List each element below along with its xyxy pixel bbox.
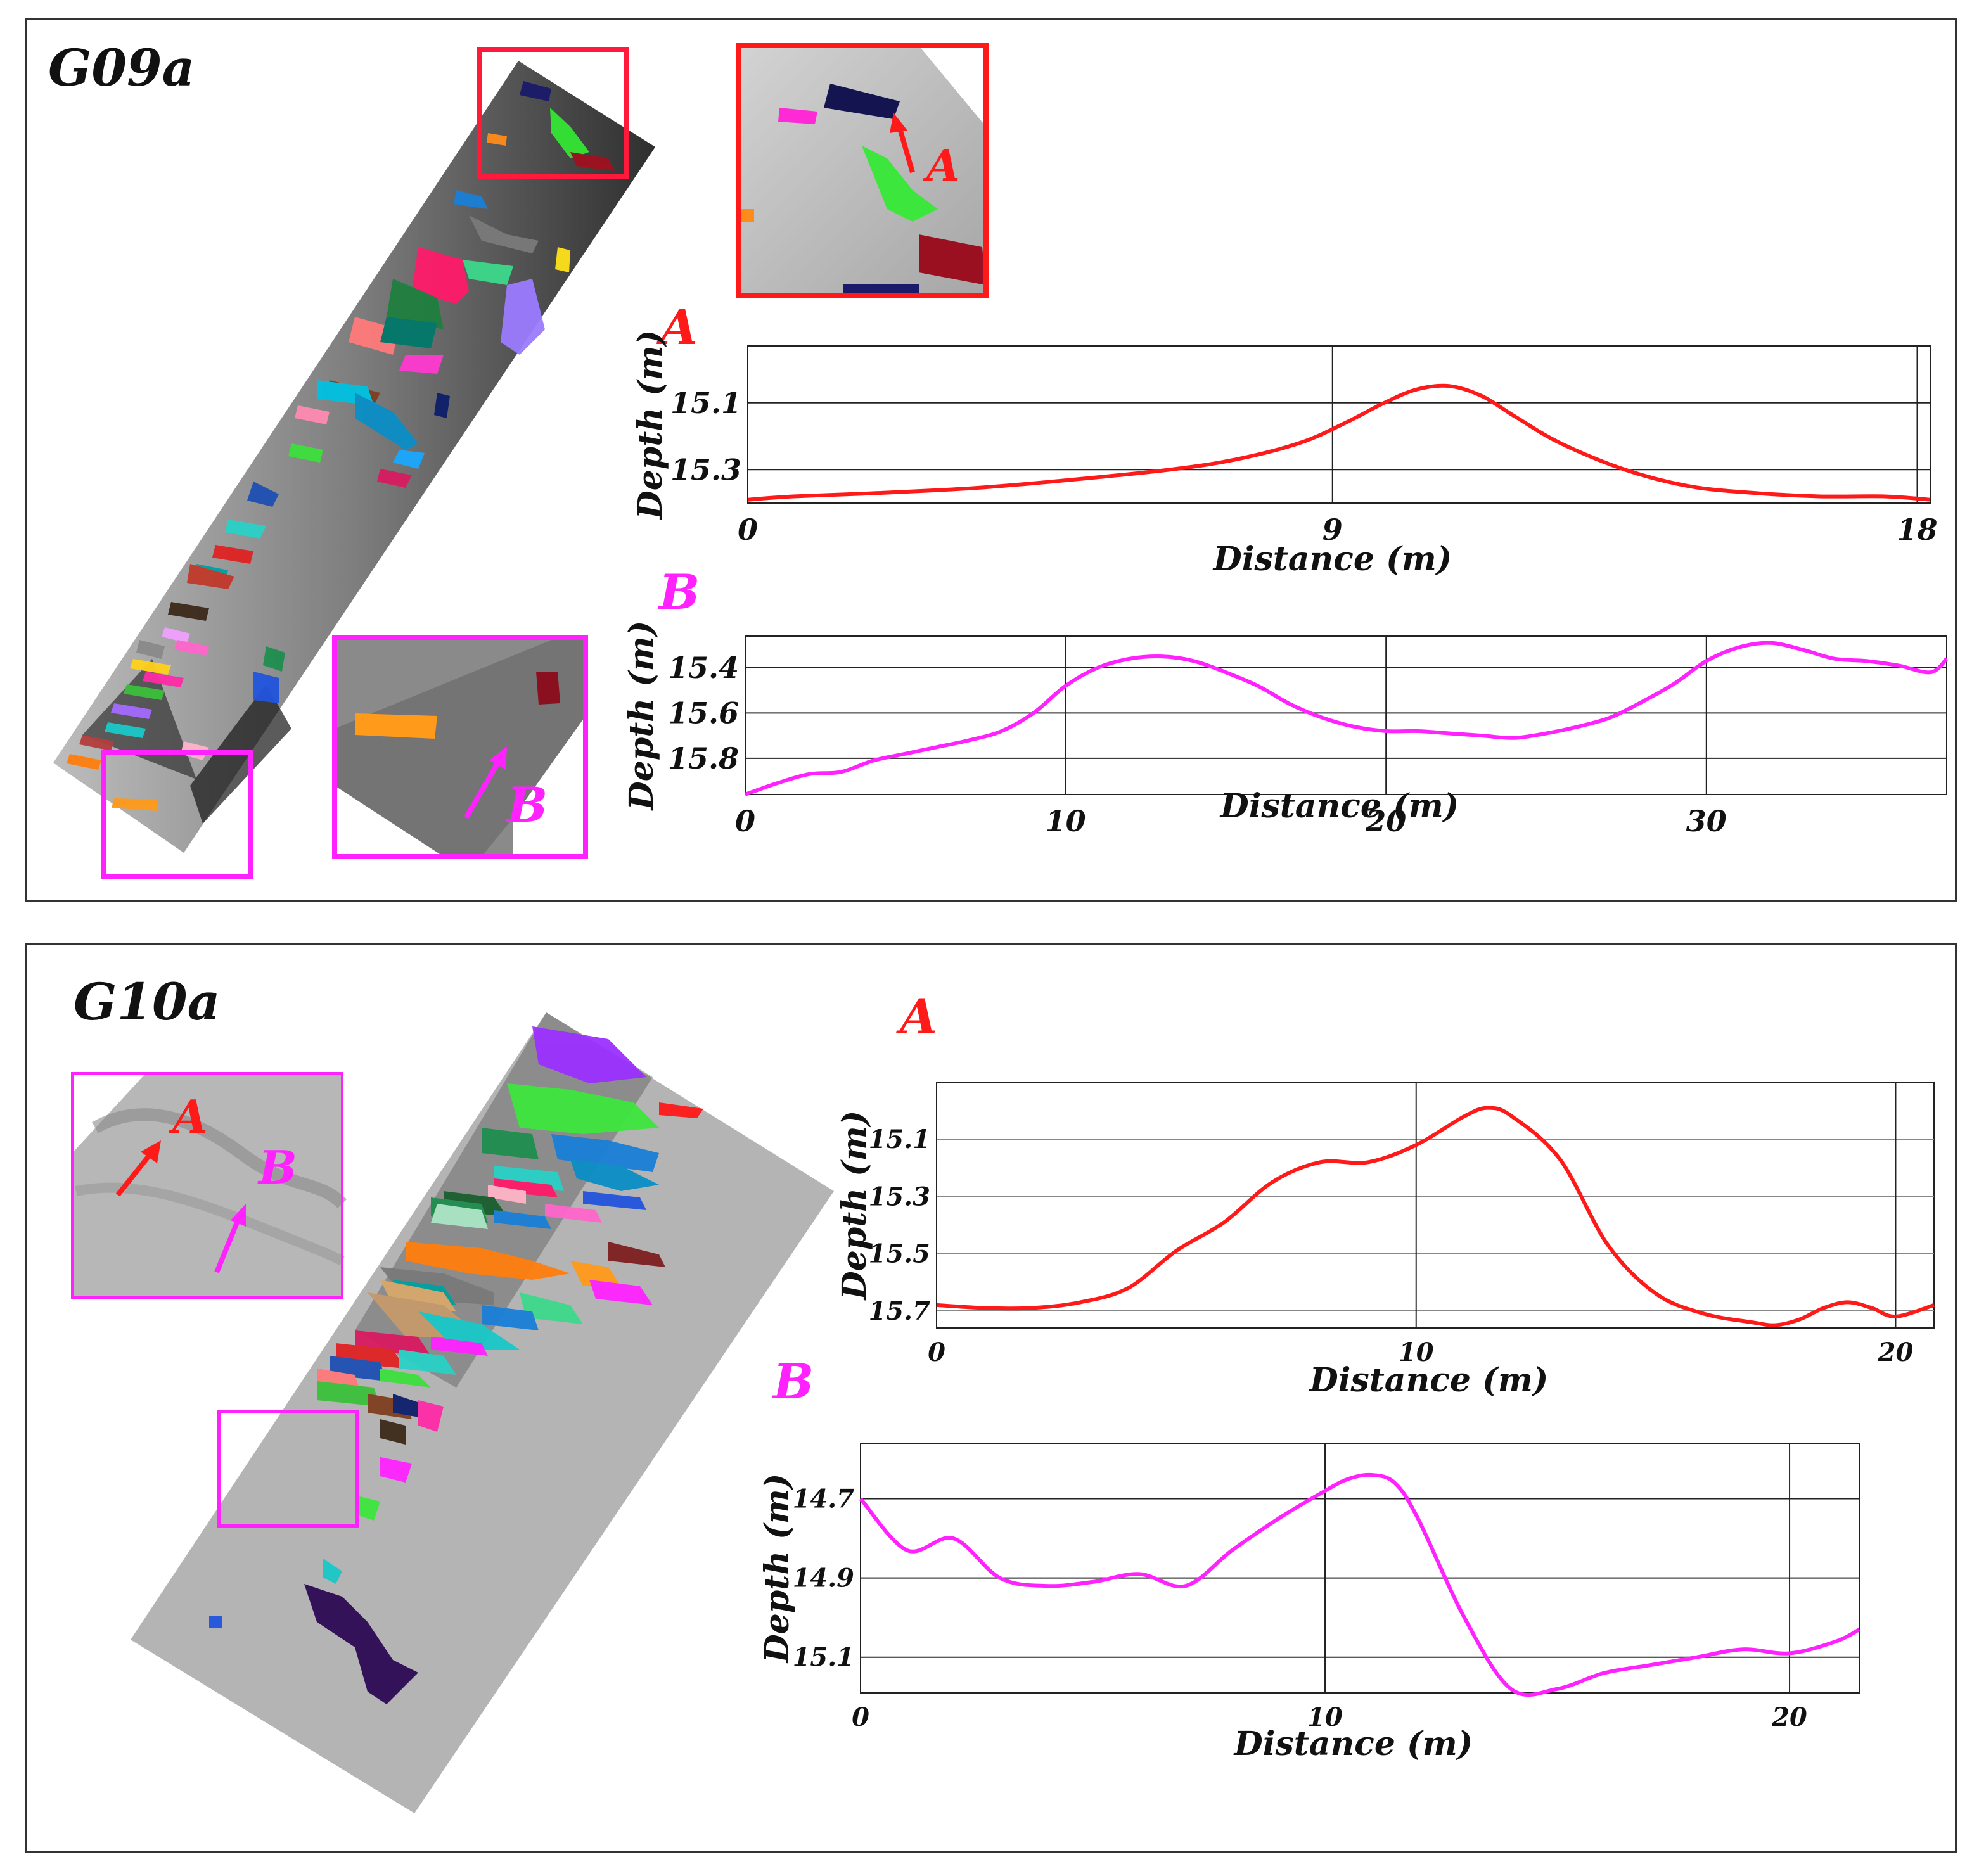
series-line-A [747, 383, 1931, 502]
g10a-inset-b-label: B [259, 1140, 297, 1194]
chart-g09a-b: 15.4 15.6 15.8 0 10 20 30 Distance (m) Depth (m) [622, 621, 1949, 838]
y-tick-label: 15.7 [869, 1296, 931, 1326]
chart-g10a-b: 14.7 14.9 15.1 0 10 20 Distance (m) Depth (m) [758, 1443, 1861, 1763]
chart-frame [745, 635, 1947, 795]
x-tick-label: 18 [1897, 513, 1937, 547]
g09a-chart-a-label: A [660, 299, 698, 355]
g09a-inset-b-label: B [507, 777, 548, 833]
x-tick-label: 0 [928, 1337, 945, 1367]
x-tick-label: 30 [1686, 804, 1727, 838]
x-axis-title: Distance (m) [1309, 1361, 1549, 1400]
series-line-B [859, 1472, 1861, 1697]
y-tick-label: 15.8 [668, 741, 739, 775]
y-tick-label: 15.6 [668, 696, 739, 731]
x-tick-label: 0 [735, 804, 755, 838]
chart-frame [860, 1443, 1860, 1694]
y-tick-label: 15.1 [793, 1643, 854, 1673]
x-tick-label: 0 [852, 1702, 869, 1732]
y-axis-title: Depth (m) [758, 1474, 797, 1664]
x-axis-title: Distance (m) [1219, 787, 1459, 826]
chart-g09a-a: 15.1 15.3 0 9 18 Distance (m) Depth (m) [631, 330, 1938, 578]
x-tick-label: 20 [1878, 1337, 1914, 1367]
x-tick-label: 20 [1771, 1702, 1807, 1732]
y-tick-label: 15.1 [869, 1125, 930, 1154]
y-axis-title: Depth (m) [622, 621, 661, 812]
x-axis-title: Distance (m) [1233, 1725, 1473, 1763]
y-tick-label: 15.1 [670, 386, 741, 420]
x-tick-label: 10 [1399, 1337, 1434, 1367]
x-tick-label: 9 [1323, 513, 1343, 547]
y-tick-label: 15.4 [668, 651, 739, 685]
y-tick-label: 15.3 [670, 452, 741, 487]
g09a-chart-b-label: B [659, 564, 700, 620]
g10a-inset-a-label: A [172, 1090, 208, 1144]
y-tick-label: 15.5 [869, 1239, 930, 1269]
x-tick-label: 10 [1046, 804, 1086, 838]
chart-g10a-a: 15.1 15.3 15.5 15.7 0 10 20 Distance (m) Depth (… [835, 1082, 1935, 1400]
series-line-A [936, 1106, 1935, 1327]
g09a-inset-a-label: A [926, 141, 960, 191]
chart-frame [936, 1082, 1935, 1329]
g10a-chart-b-label: B [773, 1353, 814, 1410]
x-axis-title: Distance (m) [1212, 540, 1452, 578]
x-tick-label: 10 [1307, 1702, 1343, 1732]
y-tick-label: 14.7 [793, 1484, 855, 1514]
y-tick-label: 15.3 [869, 1182, 930, 1211]
series-line-B [744, 641, 1949, 796]
y-axis-title: Depth (m) [835, 1111, 874, 1301]
x-tick-label: 0 [738, 513, 758, 547]
x-tick-label: 20 [1365, 804, 1406, 838]
y-axis-title: Depth (m) [631, 330, 670, 521]
g10a-chart-a-label: A [900, 988, 937, 1045]
y-tick-label: 14.9 [793, 1564, 854, 1593]
